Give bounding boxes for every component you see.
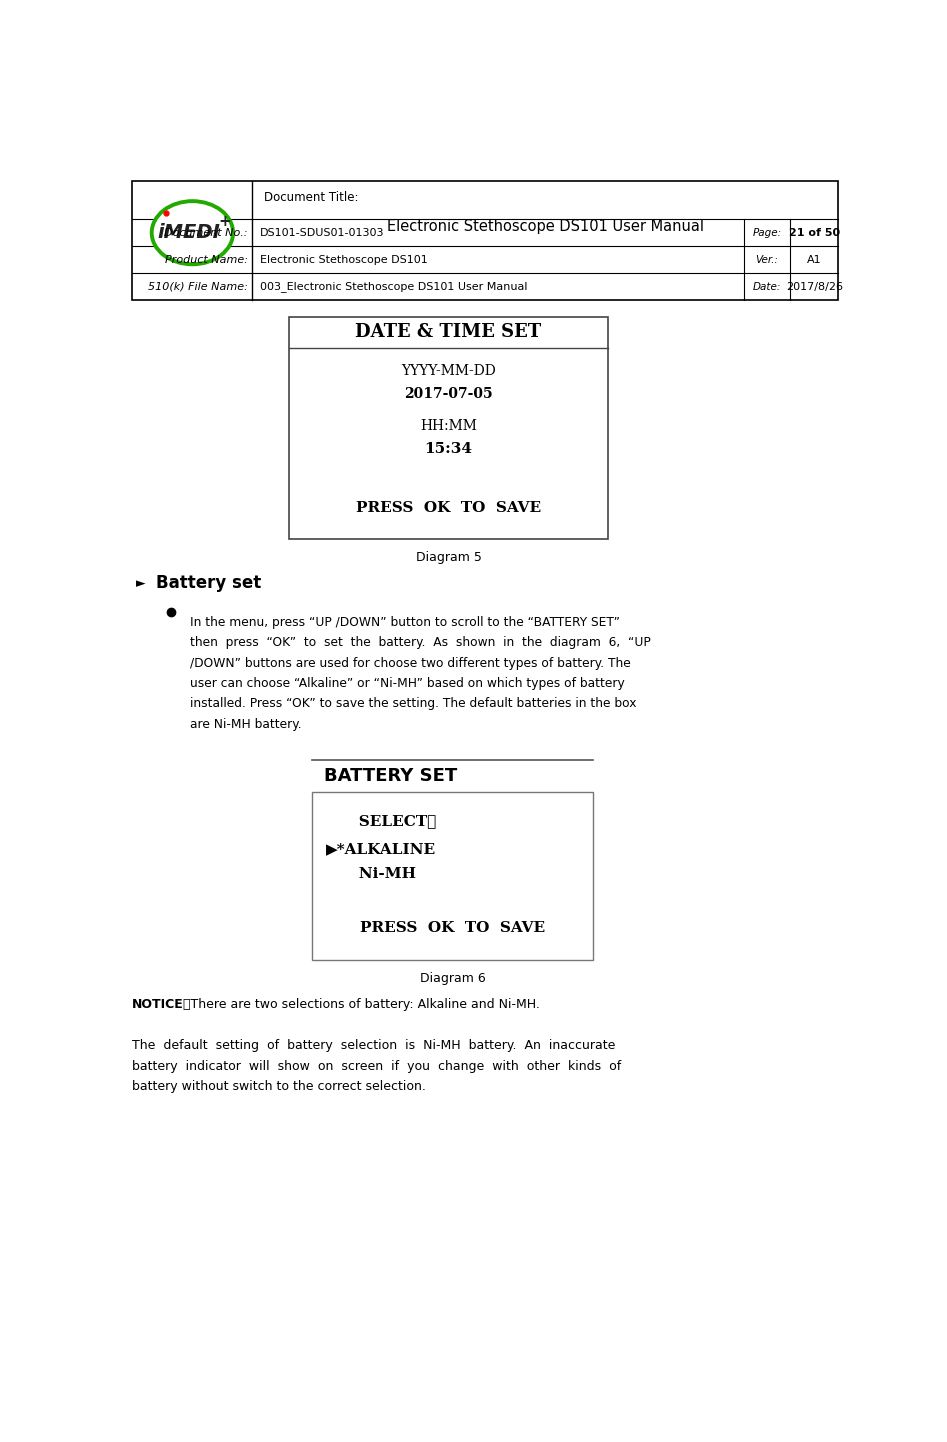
Text: ：There are two selections of battery: Alkaline and Ni-MH.: ：There are two selections of battery: Al…	[175, 998, 540, 1011]
Text: Document No.:: Document No.:	[164, 228, 248, 238]
Bar	[133, 180, 838, 300]
Text: PRESS  OK  TO  SAVE: PRESS OK TO SAVE	[356, 500, 541, 515]
Text: BATTERY SET: BATTERY SET	[324, 767, 457, 784]
Text: 2017/8/26: 2017/8/26	[786, 281, 843, 291]
Text: installed. Press “OK” to save the setting. The default batteries in the box: installed. Press “OK” to save the settin…	[190, 698, 637, 711]
Text: DATE & TIME SET: DATE & TIME SET	[355, 323, 542, 342]
Text: Date:: Date:	[753, 281, 781, 291]
Text: battery  indicator  will  show  on  screen  if  you  change  with  other  kinds : battery indicator will show on screen if…	[133, 1060, 621, 1073]
Text: Electronic Stethoscope DS101 User Manual: Electronic Stethoscope DS101 User Manual	[387, 219, 704, 234]
Text: user can choose “Alkaline” or “Ni-MH” based on which types of battery: user can choose “Alkaline” or “Ni-MH” ba…	[190, 676, 625, 691]
Text: then  press  “OK”  to  set  the  battery.  As  shown  in  the  diagram  6,  “UP: then press “OK” to set the battery. As s…	[190, 636, 652, 649]
Ellipse shape	[152, 200, 233, 264]
Text: ►: ►	[136, 577, 146, 590]
Text: /DOWN” buttons are used for choose two different types of battery. The: /DOWN” buttons are used for choose two d…	[190, 656, 632, 669]
Text: Ver.:: Ver.:	[756, 255, 778, 265]
Text: The  default  setting  of  battery  selection  is  Ni-MH  battery.  An  inaccura: The default setting of battery selection…	[133, 1040, 616, 1053]
Text: Page:: Page:	[753, 228, 781, 238]
Text: 15:34: 15:34	[424, 443, 473, 457]
Text: HH:MM: HH:MM	[420, 420, 477, 434]
Text: 21 of 50: 21 of 50	[789, 228, 840, 238]
Bar	[289, 317, 608, 539]
Text: ▶*ALKALINE: ▶*ALKALINE	[326, 842, 437, 857]
Text: Electronic Stethoscope DS101: Electronic Stethoscope DS101	[260, 255, 428, 265]
Text: Diagram 6: Diagram 6	[420, 972, 485, 985]
Text: battery without switch to the correct selection.: battery without switch to the correct se…	[133, 1080, 426, 1093]
Text: A1: A1	[807, 255, 822, 265]
Text: SELECT：: SELECT：	[343, 815, 437, 828]
Text: iMEDI: iMEDI	[157, 224, 220, 242]
Text: Battery set: Battery set	[155, 574, 260, 593]
Text: DS101-SDUS01-01303: DS101-SDUS01-01303	[260, 228, 384, 238]
Text: 003_Electronic Stethoscope DS101 User Manual: 003_Electronic Stethoscope DS101 User Ma…	[260, 281, 527, 293]
Text: In the menu, press “UP /DOWN” button to scroll to the “BATTERY SET”: In the menu, press “UP /DOWN” button to …	[190, 616, 620, 629]
Text: YYYY-MM-DD: YYYY-MM-DD	[402, 363, 496, 378]
Text: 2017-07-05: 2017-07-05	[404, 386, 492, 401]
Text: are Ni-MH battery.: are Ni-MH battery.	[190, 718, 302, 731]
Text: NOTICE: NOTICE	[133, 998, 184, 1011]
Bar	[313, 792, 593, 960]
Text: Ni-MH: Ni-MH	[343, 867, 416, 881]
Text: Document Title:: Document Title:	[264, 190, 359, 203]
Text: 510(k) File Name:: 510(k) File Name:	[148, 281, 248, 291]
Text: Product Name:: Product Name:	[165, 255, 248, 265]
Text: Diagram 5: Diagram 5	[416, 551, 481, 564]
Text: PRESS  OK  TO  SAVE: PRESS OK TO SAVE	[360, 920, 545, 934]
Text: +: +	[219, 215, 231, 229]
